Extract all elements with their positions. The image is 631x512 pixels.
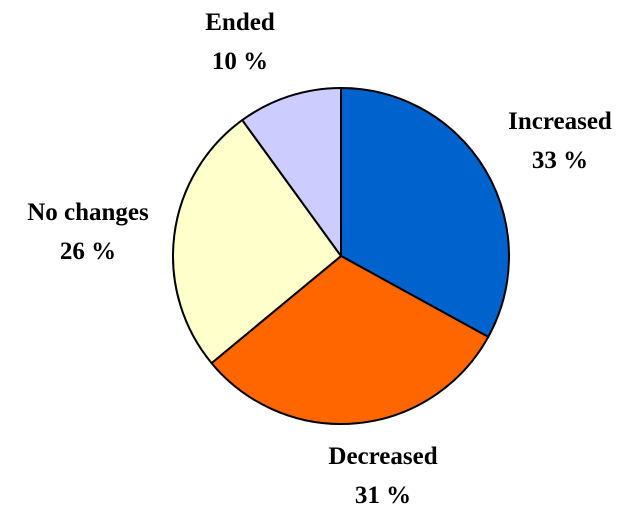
slice-label-decreased: Decreased [328, 443, 437, 470]
slice-label-increased: Increased [508, 108, 612, 135]
pie-slice-ended [241, 87, 342, 257]
slice-value-ended: 10 % [212, 48, 268, 75]
slice-value-no-changes: 26 % [60, 238, 116, 265]
pie-slices [171, 87, 510, 426]
slice-value-increased: 33 % [532, 147, 588, 174]
slice-label-ended: Ended [205, 9, 275, 36]
slice-label-no-changes: No changes [27, 199, 149, 226]
pie-slice-decreased [210, 255, 490, 426]
slice-value-decreased: 31 % [355, 482, 411, 509]
pie-slice-increased [340, 87, 510, 338]
pie-slice-no-changes [171, 119, 342, 365]
